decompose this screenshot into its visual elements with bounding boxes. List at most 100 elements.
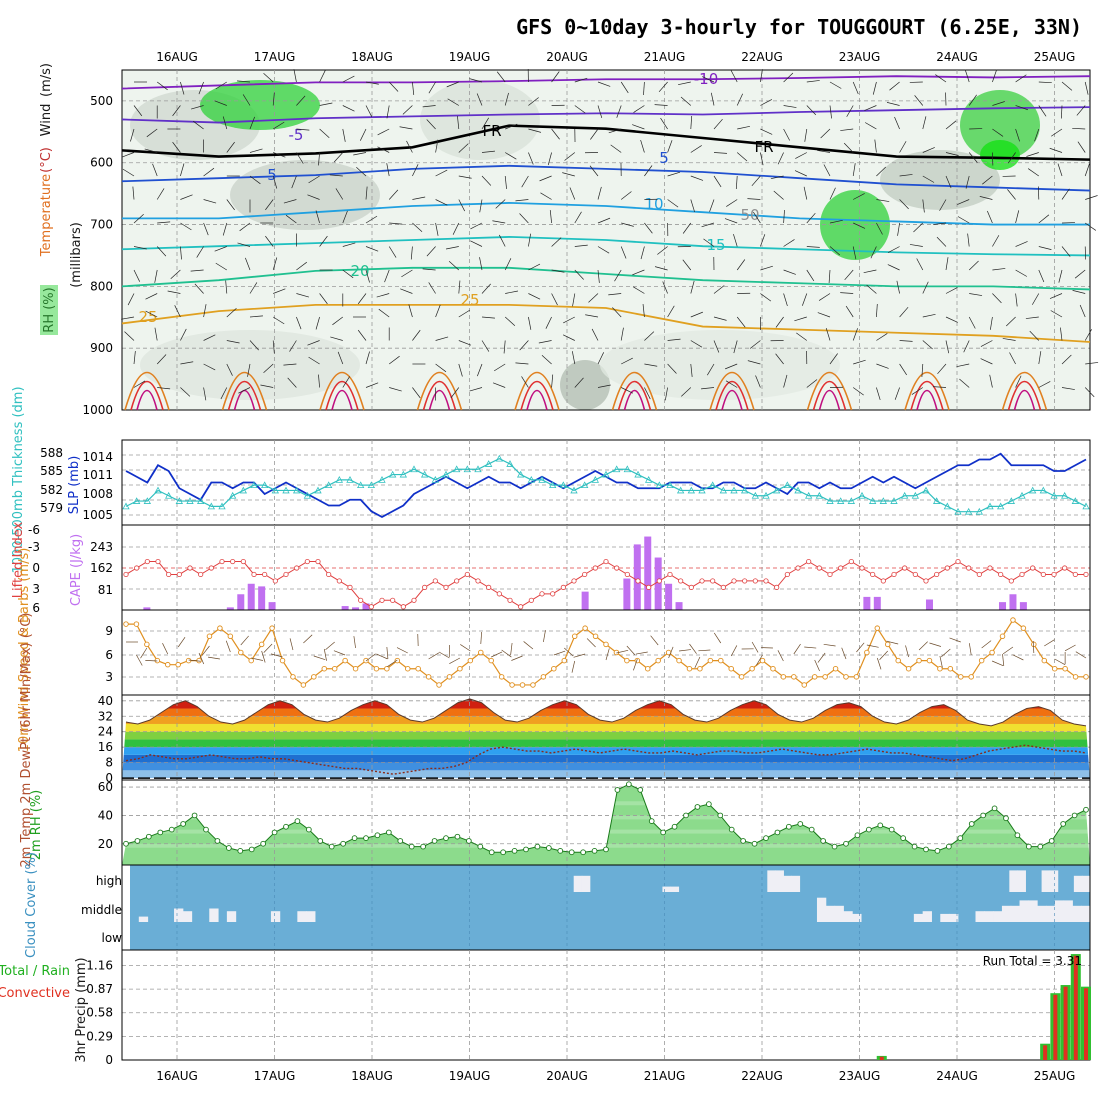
top-date-axis: 16AUG 17AUG 18AUG 19AUG 20AUG 21AUG 22AUG 23AUG… (156, 50, 1075, 64)
thickness-point (314, 486, 322, 494)
thickness-point (122, 502, 130, 510)
cloud-cell (975, 911, 985, 922)
rh-point (763, 835, 769, 841)
cape-bar (237, 594, 245, 610)
wind-barb (733, 233, 738, 247)
wind-barb (315, 316, 320, 330)
wind-barb (989, 374, 993, 388)
date-label-bottom: 19AUG (449, 1069, 491, 1083)
cape-bar (258, 586, 266, 610)
wind-barb (156, 188, 165, 200)
wind-barb (1084, 163, 1090, 177)
lifted-index-point (976, 571, 982, 578)
wind-barb (737, 125, 750, 130)
wind-barb (551, 269, 565, 273)
wind-barb (852, 163, 856, 177)
rh-point (911, 843, 918, 850)
wind-barb (193, 120, 204, 130)
cloud-cell (182, 911, 193, 922)
wind-barb (710, 92, 715, 106)
wind-barb (133, 269, 141, 282)
wind-barb (909, 244, 923, 247)
cape-bar (665, 583, 673, 610)
rh-point (786, 823, 792, 830)
wind-barb (964, 69, 970, 83)
wind-barb (1015, 269, 1028, 277)
wind-barb (863, 269, 877, 274)
wind-barb (922, 147, 935, 153)
wind-barb (569, 187, 576, 200)
wind-barb (400, 288, 413, 294)
surface-wind-barb (553, 650, 566, 656)
cape-lifted-index-panel: -6 -3 0 3 6 243 162 81 Lifted Index CAPE (J/kg) (11, 521, 1091, 615)
wind-speed-point (1083, 674, 1089, 680)
wind-barb (469, 387, 483, 392)
wind-barb (770, 175, 784, 180)
wind-speed-point (624, 657, 630, 664)
wind-barb (736, 152, 748, 162)
rh-point (466, 838, 472, 844)
near-surface-isotherm (709, 372, 755, 411)
wind-barb (133, 105, 143, 117)
wind-barb (889, 81, 900, 91)
wind-axis-label: Wind (39, 104, 54, 137)
lifted-index-point (400, 604, 406, 610)
cloud-cell (825, 905, 836, 922)
near-surface-isotherm (221, 372, 268, 411)
surface-wind-barb (633, 658, 638, 671)
wind-barb (690, 116, 693, 130)
wind-barb (887, 264, 900, 271)
wind-barb (180, 81, 185, 95)
wind-speed-point (582, 625, 588, 631)
wind-speed-point (457, 665, 463, 672)
surface-wind-barb (387, 659, 398, 668)
surface-wind-barb (1012, 654, 1024, 661)
wind-barb (667, 363, 677, 374)
wind-speed-point (926, 657, 933, 664)
wind-barb (840, 292, 854, 294)
thickness-point (730, 486, 738, 494)
wind-barb (1029, 330, 1040, 341)
cape-bar (581, 591, 589, 610)
precip-convective-bar (1043, 1045, 1048, 1060)
wind-barb (1076, 105, 1086, 116)
wind-barb (1079, 304, 1086, 318)
precip-convective-bar (879, 1056, 884, 1060)
surface-wind-barb (480, 632, 482, 645)
wind-barb (551, 237, 562, 247)
wind-barb (956, 363, 970, 368)
wind-speed-point (937, 665, 943, 672)
wind-barb (156, 246, 167, 257)
wind-barb (818, 293, 831, 301)
isotherm-line (121, 236, 1091, 257)
wind-barb (896, 280, 900, 294)
thickness-point (271, 486, 280, 494)
cloud-cell (1001, 905, 1012, 922)
lifted-index-point (720, 584, 726, 590)
rh-point (534, 843, 541, 850)
wind-barb (806, 212, 816, 224)
wind-barb (945, 257, 949, 271)
wind-barb (196, 246, 204, 258)
wind-barb (614, 269, 622, 282)
wind-barb (1061, 81, 1073, 91)
wind-barb (528, 263, 541, 271)
thickness-point (548, 481, 557, 489)
thickness-point (1018, 491, 1026, 499)
run-total-label: Run Total = 3.31 (983, 954, 1082, 968)
wind-barb (263, 363, 274, 373)
near-surface-isotherm (331, 389, 353, 411)
thickness-point (751, 491, 760, 499)
date-label-bottom: 18AUG (351, 1069, 393, 1083)
lifted-index-point (859, 565, 865, 571)
wind-barb (330, 336, 343, 341)
lifted-index-point (123, 571, 129, 578)
wind-barb (657, 246, 668, 255)
lifted-index-point (368, 604, 374, 610)
rh-point (443, 835, 449, 841)
rh-point (671, 823, 678, 830)
wind-barb (356, 167, 367, 177)
wind-barb (753, 211, 761, 224)
wind-barb (505, 290, 519, 294)
rh-shade-band (122, 843, 1090, 848)
